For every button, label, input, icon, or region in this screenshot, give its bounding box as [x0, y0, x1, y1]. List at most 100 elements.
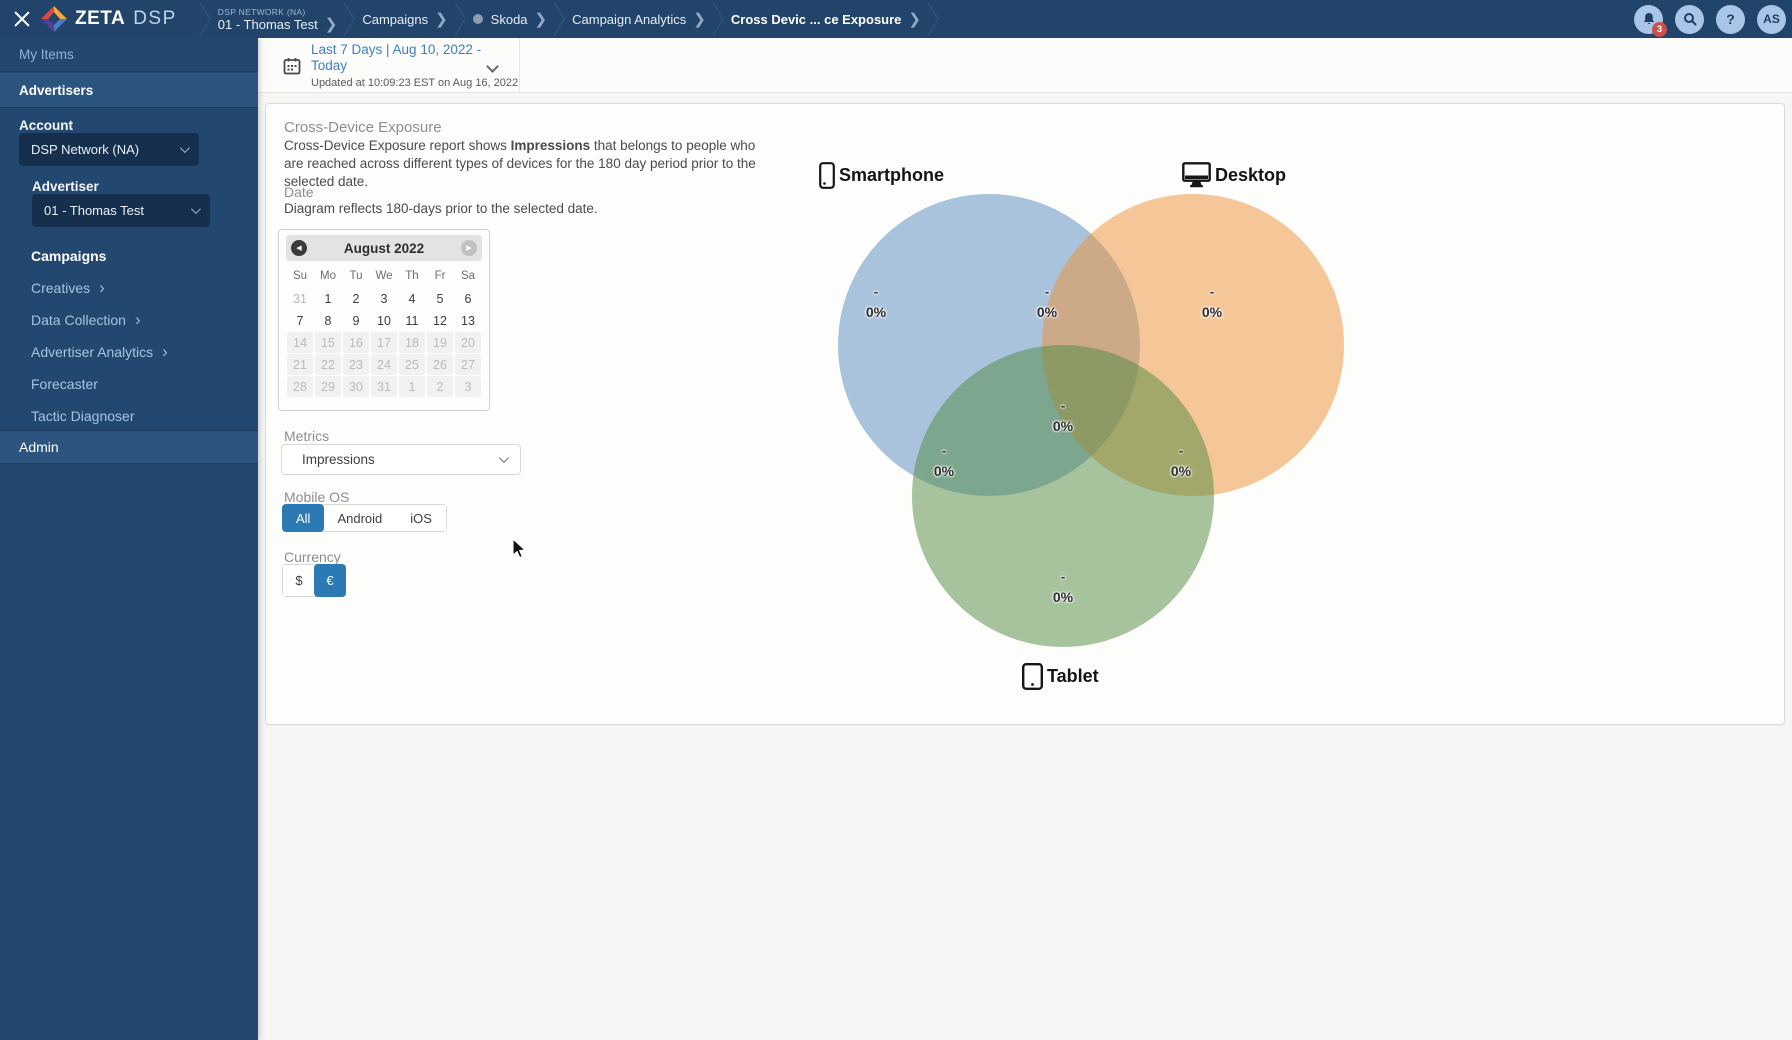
chevron-right-icon: ❯ [693, 10, 706, 28]
calendar-day: 3 [455, 376, 481, 397]
calendar-day[interactable]: 11 [405, 313, 419, 328]
sidebar-item-advertiser-analytics[interactable]: Advertiser Analytics › [0, 336, 258, 368]
breadcrumb-label: Cross Devic ... ce Exposure [730, 11, 902, 27]
search-button[interactable] [1675, 4, 1704, 34]
calendar-dayname: Mo [320, 270, 336, 282]
sidebar-item-campaigns[interactable]: Campaigns [0, 240, 258, 272]
report-card: Cross-Device Exposure Cross-Device Expos… [265, 103, 1785, 725]
calendar-week: 21 22 23 24 25 26 27 [279, 354, 489, 375]
venn-diagram: Smartphone Desktop Tablet -0% -0% -0% -0% -0… [266, 104, 1784, 724]
calendar-day: 15 [315, 332, 341, 353]
desktop-icon [1182, 162, 1211, 188]
calendar-dayname: Fr [434, 270, 446, 282]
sidebar-nav: Campaigns Creatives › Data Collection › Adver… [0, 240, 258, 432]
currency-toggle: $ € [282, 564, 346, 597]
calendar-week: 7 8 9 10 11 12 13 [279, 310, 489, 331]
calendar-dayname: Th [405, 270, 419, 282]
calendar-day: 25 [399, 354, 425, 375]
calendar-day[interactable]: 3 [380, 291, 388, 306]
sidebar-item-forecaster[interactable]: Forecaster [0, 368, 258, 400]
venn-label-smartphone: Smartphone [819, 162, 944, 189]
bell-icon [1643, 13, 1654, 24]
calendar-day: 27 [455, 354, 481, 375]
calendar-day[interactable]: 4 [408, 291, 416, 306]
mobile-os-toggle: All Android iOS [282, 504, 447, 532]
calendar-day[interactable]: 5 [436, 291, 444, 306]
breadcrumb-eyebrow: DSP NETWORK (NA) [217, 6, 306, 17]
venn-circle-tablet[interactable] [912, 345, 1214, 647]
sidebar-item-admin[interactable]: Admin [0, 430, 258, 464]
zeta-logo-icon [41, 6, 67, 32]
calendar-day[interactable]: 13 [461, 313, 475, 328]
close-icon[interactable] [13, 10, 31, 28]
mobile-os-option-ios[interactable]: iOS [396, 505, 446, 531]
calendar-day[interactable]: 8 [324, 313, 332, 328]
date-range-filter[interactable]: Last 7 Days | Aug 10, 2022 - Today Updat… [258, 38, 520, 93]
calendar-month: August 2022 [343, 240, 425, 256]
advertiser-select[interactable]: 01 - Thomas Test [32, 194, 210, 227]
breadcrumb-label: Campaigns [362, 11, 429, 27]
calendar-day[interactable]: 1 [324, 291, 332, 306]
breadcrumb-separator [199, 0, 212, 38]
breadcrumb-separator [712, 0, 725, 38]
chevron-right-icon: ❯ [435, 10, 448, 28]
breadcrumb-item-1[interactable]: Campaigns ❯ [356, 12, 453, 27]
calendar-week: 28 29 30 31 1 2 3 [279, 376, 489, 397]
breadcrumb-separator [927, 0, 940, 38]
sidebar-item-advertisers[interactable]: Advertisers [0, 73, 258, 108]
calendar-icon [283, 57, 301, 74]
breadcrumb-item-0[interactable]: DSP NETWORK (NA) 01 - Thomas Test ❯ [212, 7, 344, 32]
breadcrumb-item-4[interactable]: Cross Devic ... ce Exposure ❯ [725, 12, 927, 27]
sidebar-item-my-items[interactable]: My Items [0, 38, 258, 72]
calendar-day[interactable]: 6 [464, 291, 472, 306]
smartphone-icon [819, 162, 835, 189]
currency-option-usd[interactable]: $ [283, 565, 315, 596]
sidebar-item-creatives[interactable]: Creatives › [0, 272, 258, 304]
avatar[interactable]: AS [1757, 4, 1786, 34]
date-section-desc: Diagram reflects 180-days prior to the s… [284, 201, 598, 216]
calendar-day[interactable]: 2 [352, 291, 360, 306]
notifications-button[interactable]: 3 [1634, 4, 1667, 37]
help-icon: ? [1726, 11, 1735, 27]
mobile-os-option-all[interactable]: All [282, 504, 325, 532]
calendar-day[interactable]: 31 [293, 291, 307, 306]
calendar-dayname: Tu [349, 270, 363, 282]
breadcrumb-label: 01 - Thomas Test [217, 16, 318, 32]
breadcrumb-separator [454, 0, 467, 38]
sidebar-item-tactic-diagnoser[interactable]: Tactic Diagnoser [0, 400, 258, 432]
breadcrumb-item-2[interactable]: Skoda ❯ [467, 12, 553, 27]
breadcrumb-separator [343, 0, 356, 38]
account-select[interactable]: DSP Network (NA) [19, 133, 199, 166]
metrics-select[interactable]: Impressions [281, 444, 521, 475]
help-button[interactable]: ? [1716, 4, 1745, 34]
calendar-dayname: Su [292, 270, 308, 282]
calendar-next-button[interactable]: ▶ [461, 240, 477, 256]
calendar-day[interactable]: 9 [352, 313, 360, 328]
calendar-week: 31 1 2 3 4 5 6 [279, 288, 489, 309]
calendar-prev-button[interactable]: ◀ [291, 240, 307, 256]
sidebar-item-data-collection[interactable]: Data Collection › [0, 304, 258, 336]
currency-label: Currency [284, 549, 341, 565]
calendar-day[interactable]: 10 [377, 313, 391, 328]
calendar-day[interactable]: 12 [433, 313, 447, 328]
account-value: DSP Network (NA) [31, 142, 140, 157]
calendar-header: ◀ August 2022 ▶ [286, 235, 482, 261]
metrics-value: Impressions [302, 452, 375, 467]
calendar-day: 22 [315, 354, 341, 375]
advertiser-value: 01 - Thomas Test [44, 203, 144, 218]
advertiser-label: Advertiser [32, 179, 99, 194]
chevron-right-icon: › [99, 278, 105, 297]
calendar-day: 28 [287, 376, 313, 397]
calendar-day: 1 [399, 376, 425, 397]
currency-option-eur[interactable]: € [314, 564, 346, 597]
calendar-day: 26 [427, 354, 453, 375]
venn-label-tablet: Tablet [1022, 663, 1099, 690]
chevron-right-icon: ❯ [534, 10, 548, 28]
sidebar-item-label: Advertiser Analytics [31, 344, 154, 360]
calendar-day[interactable]: 7 [296, 313, 304, 328]
report-description: Cross-Device Exposure report shows Impre… [284, 138, 756, 189]
brand-logo[interactable]: ZETA DSP [40, 5, 177, 33]
calendar-day: 14 [287, 332, 313, 353]
mobile-os-option-android[interactable]: Android [323, 505, 397, 531]
breadcrumb-item-3[interactable]: Campaign Analytics ❯ [566, 12, 712, 27]
